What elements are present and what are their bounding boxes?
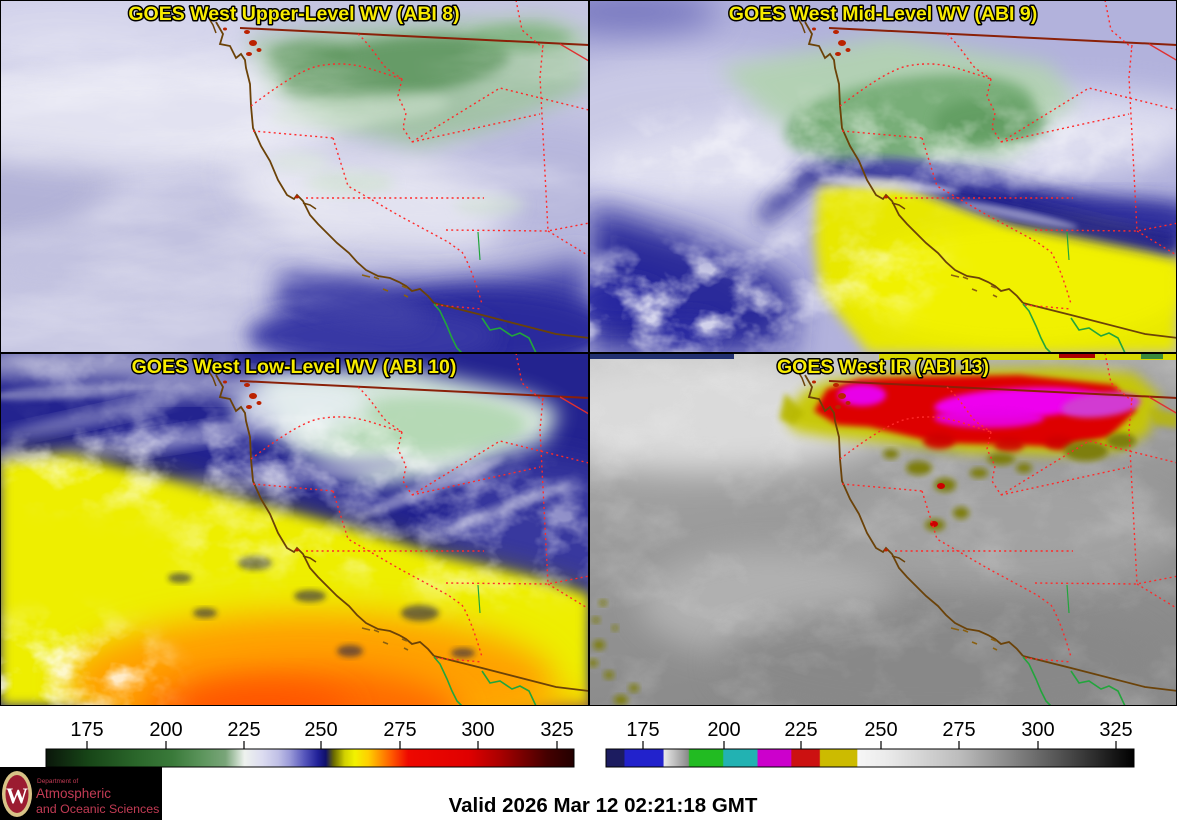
svg-text:275: 275 bbox=[942, 719, 975, 741]
svg-text:GOES West Low-Level WV (ABI 10: GOES West Low-Level WV (ABI 10) bbox=[132, 356, 457, 378]
svg-text:325: 325 bbox=[1099, 719, 1132, 741]
svg-text:300: 300 bbox=[1021, 719, 1054, 741]
svg-text:275: 275 bbox=[383, 719, 416, 741]
svg-text:250: 250 bbox=[864, 719, 897, 741]
svg-text:225: 225 bbox=[784, 719, 817, 741]
svg-text:GOES West Upper-Level WV (ABI: GOES West Upper-Level WV (ABI 8) bbox=[128, 3, 459, 25]
svg-text:225: 225 bbox=[227, 719, 260, 741]
svg-text:Department of: Department of bbox=[37, 778, 78, 785]
svg-text:W: W bbox=[6, 783, 28, 808]
svg-text:and Oceanic Sciences: and Oceanic Sciences bbox=[36, 802, 159, 816]
svg-text:200: 200 bbox=[707, 719, 740, 741]
svg-text:250: 250 bbox=[304, 719, 337, 741]
svg-text:175: 175 bbox=[70, 719, 103, 741]
svg-text:300: 300 bbox=[461, 719, 494, 741]
svg-text:GOES West IR (ABI 13): GOES West IR (ABI 13) bbox=[777, 356, 989, 378]
svg-text:175: 175 bbox=[626, 719, 659, 741]
svg-text:325: 325 bbox=[540, 719, 573, 741]
svg-text:GOES West Mid-Level WV (ABI 9): GOES West Mid-Level WV (ABI 9) bbox=[729, 3, 1037, 25]
svg-text:Valid 2026 Mar 12 02:21:18 GMT: Valid 2026 Mar 12 02:21:18 GMT bbox=[449, 794, 758, 817]
svg-text:Atmospheric: Atmospheric bbox=[36, 786, 111, 801]
svg-text:200: 200 bbox=[149, 719, 182, 741]
